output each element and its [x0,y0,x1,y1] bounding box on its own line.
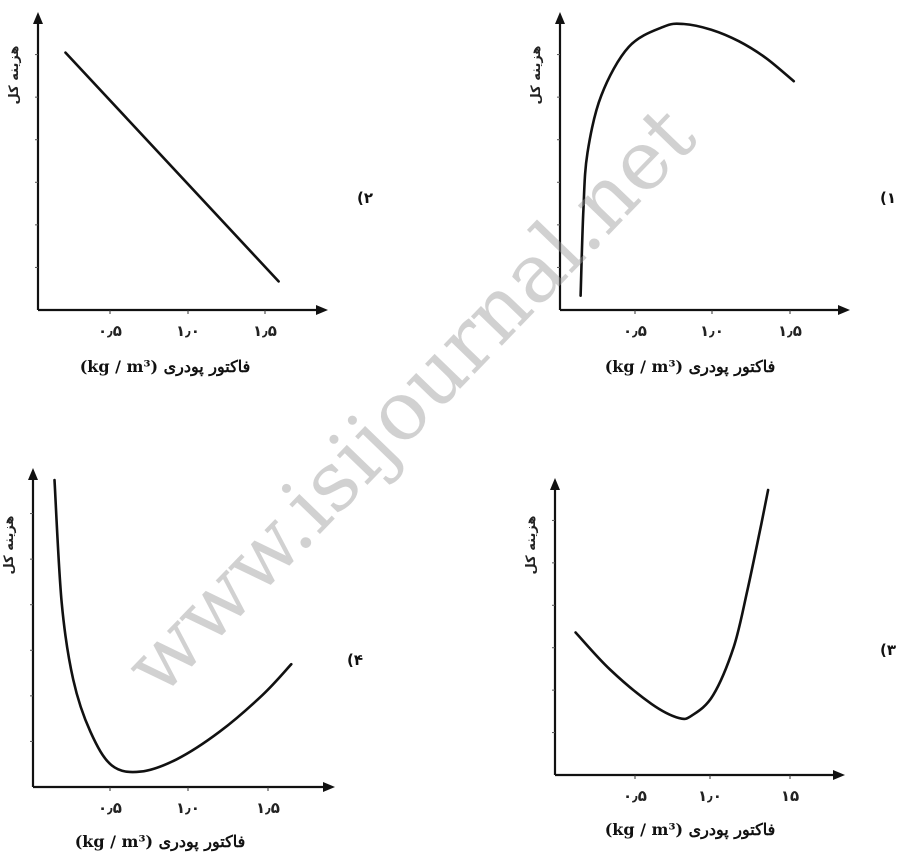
x-tick-label: ۰٫۵ [623,787,647,805]
x-tick-label: ۰٫۵ [98,322,122,340]
y-axis-arrow [550,478,560,490]
x-axis-arrow [323,782,335,792]
watermark-text: www.isijournal.net [106,89,714,714]
x-tick-label: ۱٫۰ [700,322,724,340]
chart-panel-4: ۰٫۵ ۱٫۰ ۱٫۵ هزینه کل فاکتور پودری (kg / m³) (… [2,468,363,852]
y-axis-label: هزینه کل [529,46,544,105]
y-axis-arrow [555,12,565,24]
x-tick-label: ۰٫۵ [98,799,122,817]
chart-panel-1: ۰٫۵ ۱٫۰ ۱٫۵ هزینه کل فاکتور پودری (kg / m³) (… [529,12,896,377]
x-tick-label: ۱٫۰ [176,322,200,340]
x-tick-label: ۱۵ [781,787,799,805]
x-axis-label: فاکتور پودری (kg / m³) [605,357,776,377]
series-curve [574,488,770,721]
x-tick-label: ۰٫۵ [623,322,647,340]
x-axis-arrow [838,305,850,315]
chart-panel-2: ۰٫۵ ۱٫۰ ۱٫۵ هزینه کل فاکتور پودری (kg / m³) (… [7,12,373,377]
option-label: (۳ [880,641,896,659]
x-tick-label: ۱٫۰ [698,787,722,805]
option-label: (۴ [347,651,363,669]
option-label: (۱ [880,189,896,207]
x-tick-label: ۱٫۰ [176,799,200,817]
x-axis-label: فاکتور پودری (kg / m³) [75,832,246,852]
y-axis-label: هزینه کل [7,46,22,105]
x-tick-label: ۱٫۵ [778,322,802,340]
x-axis-arrow [833,770,845,780]
x-axis-label: فاکتور پودری (kg / m³) [80,357,251,377]
series-curve [579,22,796,297]
series-curve [53,478,293,774]
series-curve [64,51,280,283]
option-label: (۲ [357,189,373,207]
x-axis-label: فاکتور پودری (kg / m³) [605,820,776,840]
x-axis-arrow [316,305,328,315]
y-axis-arrow [33,12,43,24]
y-axis-arrow [28,468,38,480]
y-axis-label: هزینه کل [2,516,17,575]
y-axis-label: هزینه کل [524,516,539,575]
x-tick-label: ۱٫۵ [256,799,280,817]
x-tick-label: ۱٫۵ [253,322,277,340]
chart-panel-3: ۰٫۵ ۱٫۰ ۱۵ هزینه کل فاکتور پودری (kg / m³) (۳ [524,478,896,840]
